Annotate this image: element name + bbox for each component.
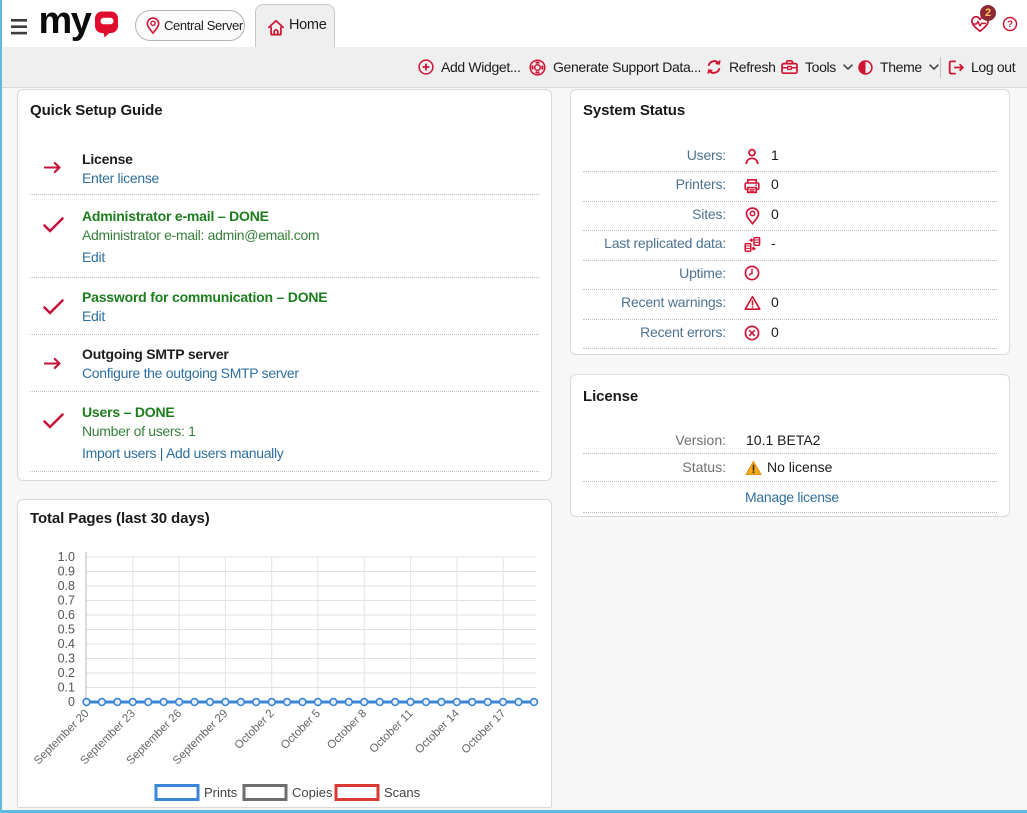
svg-text:Prints: Prints xyxy=(204,785,238,800)
svg-text:0.8: 0.8 xyxy=(58,579,75,593)
svg-text:October 8: October 8 xyxy=(325,708,369,752)
svg-text:0.1: 0.1 xyxy=(58,681,75,695)
svg-text:October 5: October 5 xyxy=(279,708,323,752)
svg-text:0.2: 0.2 xyxy=(58,666,75,680)
svg-text:my: my xyxy=(40,8,92,42)
svg-text:0.7: 0.7 xyxy=(58,594,75,608)
svg-text:0.9: 0.9 xyxy=(58,565,75,579)
svg-text:October 14: October 14 xyxy=(413,707,462,756)
svg-text:0: 0 xyxy=(68,695,75,709)
svg-text:October 11: October 11 xyxy=(368,708,416,756)
svg-text:0.6: 0.6 xyxy=(58,608,75,622)
svg-text:?: ? xyxy=(1007,19,1013,30)
svg-text:1.0: 1.0 xyxy=(58,550,75,564)
svg-text:October 17: October 17 xyxy=(459,708,508,757)
svg-text:October 2: October 2 xyxy=(233,708,277,752)
svg-text:Copies: Copies xyxy=(292,785,333,800)
svg-text:0.3: 0.3 xyxy=(58,652,75,666)
svg-text:Scans: Scans xyxy=(384,785,421,800)
svg-text:0.4: 0.4 xyxy=(58,637,75,651)
svg-text:0.5: 0.5 xyxy=(58,623,75,637)
